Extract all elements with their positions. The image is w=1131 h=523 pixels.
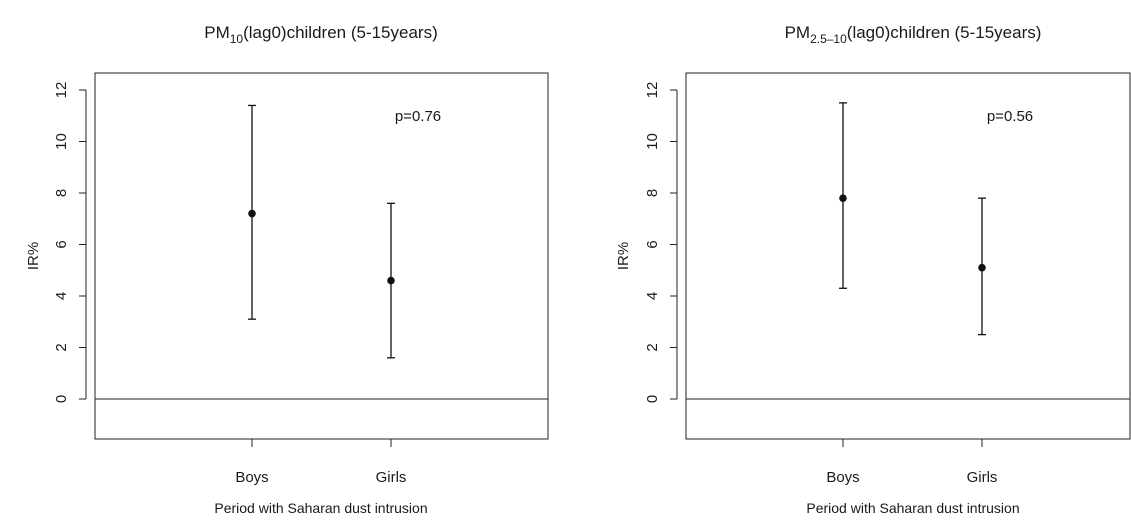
x-ticks: Boys Girls xyxy=(235,439,406,486)
y-tick-label: 4 xyxy=(644,292,661,300)
y-ticks: 0 2 4 6 8 10 12 xyxy=(644,82,677,403)
y-tick-label: 10 xyxy=(53,133,70,150)
point-estimate-girls xyxy=(978,263,986,272)
y-tick-label: 0 xyxy=(53,395,70,403)
x-ticks: Boys Girls xyxy=(826,439,997,486)
x-tick-label: Girls xyxy=(967,469,998,486)
y-tick-label: 12 xyxy=(644,82,661,99)
y-tick-label: 4 xyxy=(53,292,70,300)
title-subscript: 10 xyxy=(230,32,244,46)
chart-title: PM2.5–10(lag0)children (5-15years) xyxy=(785,23,1042,46)
x-axis-label: Period with Saharan dust intrusion xyxy=(806,500,1019,516)
title-prefix: PM xyxy=(204,23,230,42)
y-axis-label: IR% xyxy=(25,242,42,270)
y-tick-label: 2 xyxy=(53,343,70,351)
y-tick-label: 8 xyxy=(644,189,661,197)
x-tick-label: Boys xyxy=(826,469,859,486)
p-value-annotation: p=0.56 xyxy=(987,108,1033,125)
title-prefix: PM xyxy=(785,23,811,42)
title-suffix: (lag0)children (5-15years) xyxy=(847,23,1042,42)
p-value-annotation: p=0.76 xyxy=(395,108,441,125)
y-tick-label: 6 xyxy=(53,240,70,248)
error-bars xyxy=(839,102,986,336)
point-estimate-boys xyxy=(248,209,256,218)
plot-frame xyxy=(94,72,549,440)
point-estimate-boys xyxy=(839,194,847,202)
error-bars xyxy=(248,104,395,359)
y-tick-label: 10 xyxy=(644,133,661,150)
y-tick-label: 0 xyxy=(644,395,661,403)
y-axis-label: IR% xyxy=(615,242,632,270)
title-suffix: (lag0)children (5-15years) xyxy=(243,23,438,42)
title-subscript: 2.5–10 xyxy=(810,32,847,46)
chart-title: PM10(lag0)children (5-15years) xyxy=(204,23,438,46)
y-tick-label: 8 xyxy=(53,189,70,197)
y-tick-label: 6 xyxy=(644,240,661,248)
point-estimate-girls xyxy=(387,276,395,285)
plot-frame xyxy=(685,72,1131,440)
x-tick-label: Boys xyxy=(235,469,268,486)
chart-left: PM10(lag0)children (5-15years) 024681012… xyxy=(25,23,549,516)
chart-right: PM2.5–10(lag0)children (5-15years) 0 2 4 6 8… xyxy=(615,23,1131,516)
y-tick-label: 2 xyxy=(644,343,661,351)
x-axis-label: Period with Saharan dust intrusion xyxy=(214,500,427,516)
y-ticks: 0 2 4 6 8 10 12 xyxy=(53,82,86,403)
y-tick-label: 12 xyxy=(53,82,70,99)
x-tick-label: Girls xyxy=(376,469,407,486)
